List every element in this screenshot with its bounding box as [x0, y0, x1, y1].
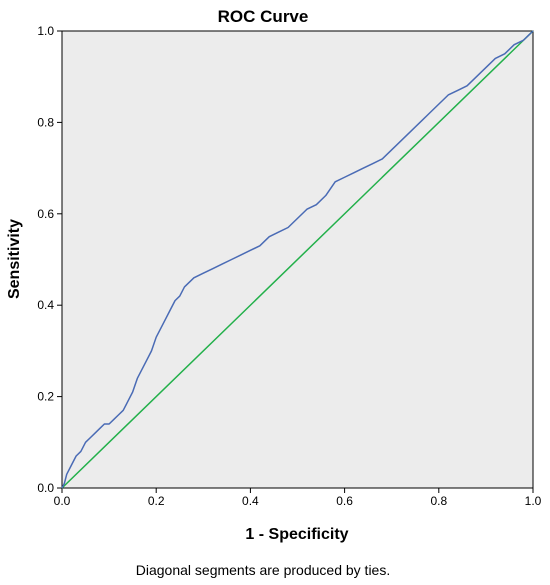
y-tick-label: 0.0	[37, 481, 54, 495]
x-tick-label: 0.2	[148, 494, 165, 508]
roc-curve-line	[61, 30, 534, 489]
y-tick-label: 0.4	[37, 298, 54, 312]
x-axis-label: 1 - Specificity	[245, 526, 348, 543]
y-tick-label: 0.6	[37, 207, 54, 221]
y-tick-label: 1.0	[37, 24, 54, 38]
series-layer	[61, 30, 534, 489]
x-tick-label: 1.0	[525, 494, 542, 508]
y-tick-label: 0.8	[37, 115, 54, 129]
chart-title: ROC Curve	[218, 7, 309, 26]
reference-diagonal-line	[61, 30, 534, 489]
y-tick-label: 0.2	[37, 390, 54, 404]
x-tick-label: 0.6	[336, 494, 353, 508]
axis-ticks: 0.0 0.2 0.4 0.6 0.8 1.0 0.0 0.2 0.4 0.6 0.8 1.0	[37, 24, 541, 508]
x-tick-label: 0.0	[54, 494, 71, 508]
x-tick-label: 0.4	[242, 494, 259, 508]
footnote: Diagonal segments are produced by ties.	[136, 562, 390, 578]
x-tick-label: 0.8	[430, 494, 447, 508]
y-axis-label: Sensitivity	[6, 219, 23, 299]
